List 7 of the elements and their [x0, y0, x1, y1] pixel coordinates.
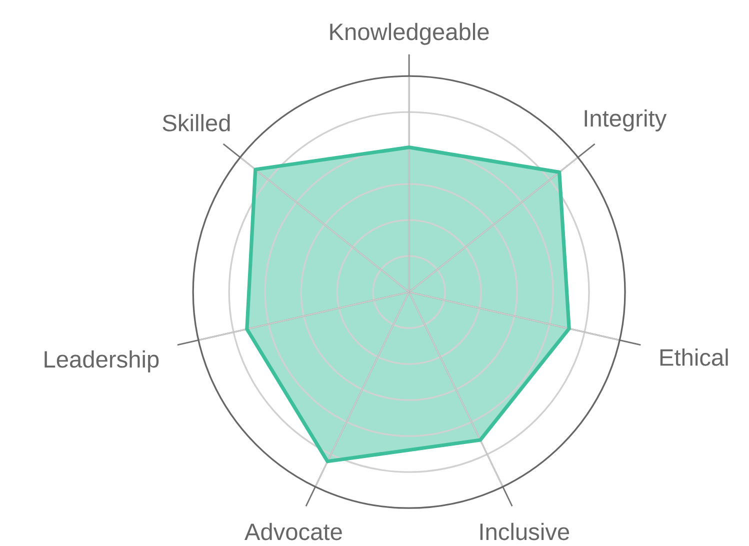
spoke-label: Knowledgeable: [330, 22, 489, 45]
spoke-label: Advocate: [244, 522, 342, 540]
spoke-label: Ethical: [660, 348, 728, 366]
spoke-label: Inclusive: [480, 522, 570, 540]
spoke-label: Leadership: [44, 350, 159, 372]
spoke-label: Skilled: [162, 114, 230, 132]
spoke-label: Integrity: [584, 109, 667, 132]
